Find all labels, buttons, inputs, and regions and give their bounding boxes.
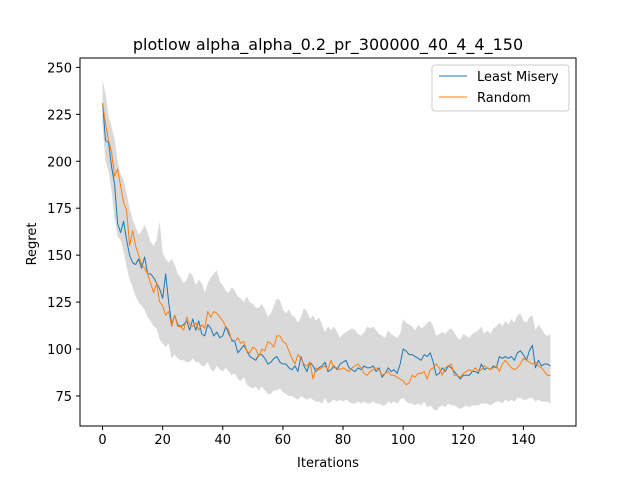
x-tick-label: 80 <box>335 433 352 448</box>
y-axis-ticks: 75 100 125 150 175 200 225 250 <box>47 61 80 405</box>
x-tick-label: 140 <box>511 433 536 448</box>
y-tick-label: 175 <box>47 202 72 217</box>
series-lines-layer <box>102 102 551 386</box>
x-tick-label: 120 <box>451 433 476 448</box>
y-tick-label: 225 <box>47 108 72 123</box>
legend-label-least-misery: Least Misery <box>477 70 559 85</box>
y-tick-label: 100 <box>47 343 72 358</box>
x-tick-label: 0 <box>98 433 106 448</box>
legend-label-random: Random <box>477 91 531 106</box>
x-axis-ticks: 0 20 40 60 80 100 120 140 <box>98 426 536 448</box>
confidence-band-layer <box>102 80 551 411</box>
x-tick-label: 20 <box>154 433 171 448</box>
x-axis-label: Iterations <box>297 456 359 471</box>
y-tick-label: 75 <box>55 390 72 405</box>
confidence-band <box>102 80 551 411</box>
y-tick-label: 200 <box>47 155 72 170</box>
series-line-random <box>102 102 551 386</box>
chart-title: plotlow alpha_alpha_0.2_pr_300000_40_4_4… <box>133 35 523 55</box>
legend: Least Misery Random <box>431 64 570 112</box>
y-tick-label: 125 <box>47 296 72 311</box>
y-tick-label: 150 <box>47 249 72 264</box>
x-tick-label: 100 <box>391 433 416 448</box>
x-tick-label: 60 <box>275 433 292 448</box>
plot-frame <box>79 57 577 427</box>
x-tick-label: 40 <box>215 433 232 448</box>
y-tick-label: 250 <box>47 61 72 76</box>
y-axis-label: Regret <box>25 223 40 266</box>
